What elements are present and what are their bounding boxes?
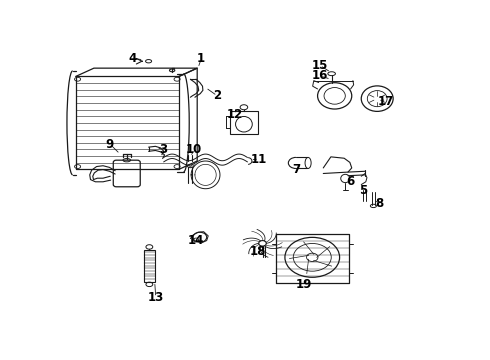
Text: 6: 6 [346,175,355,188]
Text: 9: 9 [106,138,114,151]
Text: 2: 2 [213,89,221,102]
Text: 17: 17 [378,95,394,108]
Text: 7: 7 [292,163,300,176]
Text: 13: 13 [147,291,164,304]
Text: 4: 4 [128,52,137,65]
Text: 15: 15 [311,59,328,72]
Bar [230,111,258,134]
Text: 8: 8 [375,198,384,211]
Text: 3: 3 [159,143,167,156]
Text: 5: 5 [359,184,368,197]
Bar [144,250,155,282]
Text: 14: 14 [188,234,204,247]
Text: 19: 19 [296,278,313,291]
Text: 11: 11 [250,153,267,166]
Text: 12: 12 [227,108,244,121]
Text: 10: 10 [186,143,202,156]
Text: 18: 18 [250,245,266,258]
Text: 16: 16 [311,69,328,82]
Text: 1: 1 [197,52,205,65]
